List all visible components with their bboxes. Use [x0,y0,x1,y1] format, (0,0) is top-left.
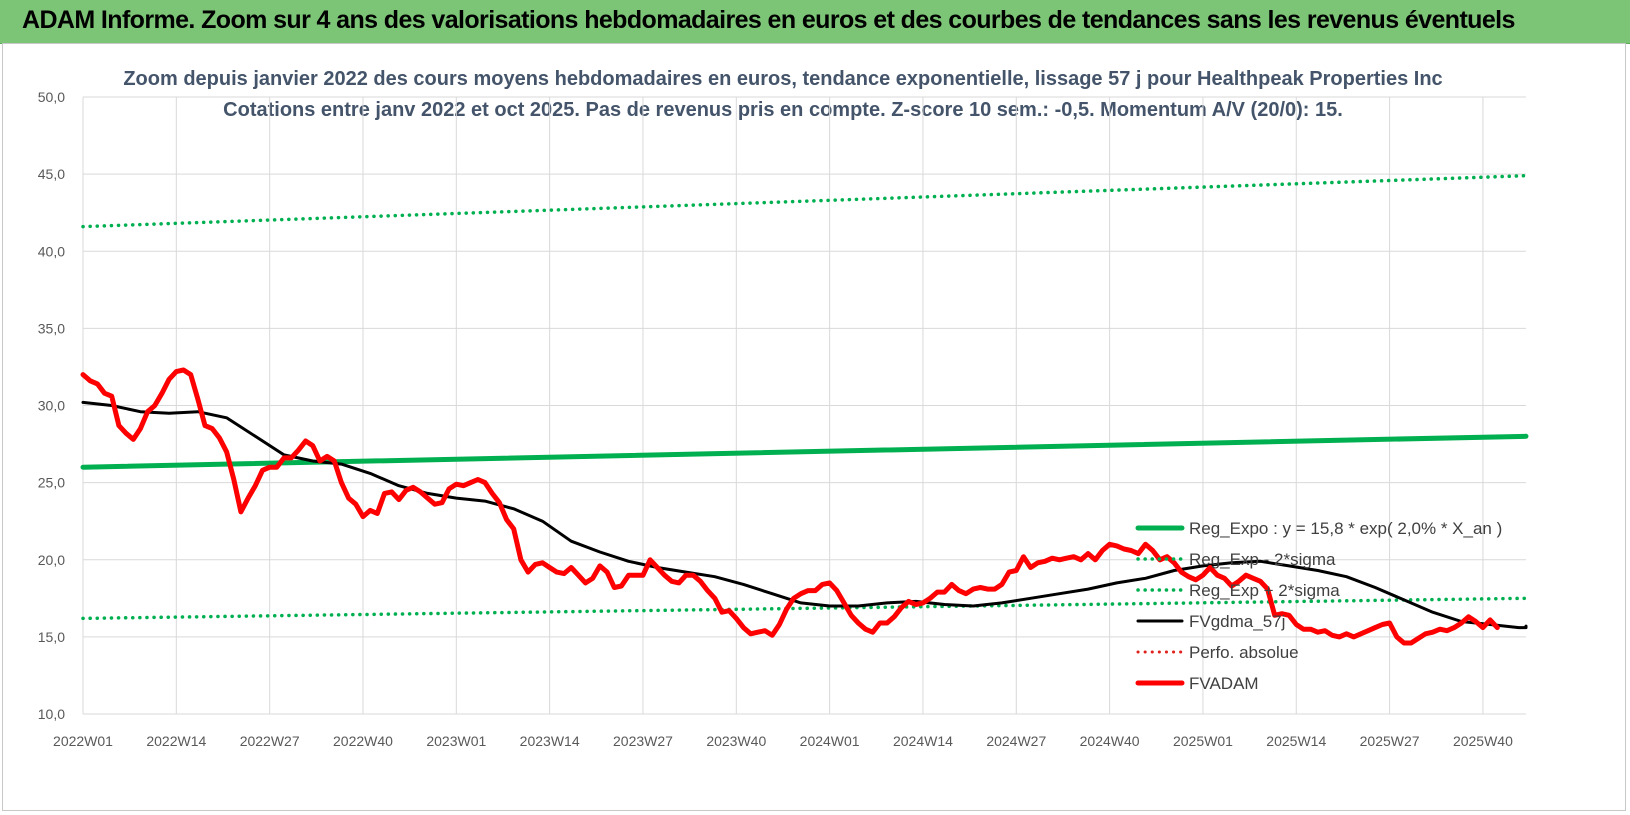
legend-label: FVgdma_57j [1189,612,1285,631]
y-tick-label: 25,0 [38,475,65,491]
y-tick-label: 20,0 [38,552,65,568]
report-title: ADAM Informe. Zoom sur 4 ans des valoris… [22,6,1515,34]
legend-label: Reg_Exp - 2*sigma [1189,550,1336,569]
x-tick-label: 2022W40 [333,733,393,749]
legend-label: FVADAM [1189,674,1259,693]
series-line-fvadam [80,367,1500,646]
x-tick-label: 2024W27 [986,733,1046,749]
x-axis: 2022W01 2022W14 2022W27 2022W40 2023W01 2023W… [53,733,1513,749]
series-group [80,173,1529,646]
x-tick-label: 2024W14 [893,733,953,749]
y-axis: 10,0 15,0 20,0 25,0 30,0 35,0 40,0 45,0 50,0 [38,89,65,722]
x-tick-label: 2024W40 [1080,733,1140,749]
chart-frame: Zoom depuis janvier 2022 des cours moyen… [2,43,1626,811]
x-tick-label: 2023W01 [426,733,486,749]
legend-label: Reg_Exp + 2*sigma [1189,581,1340,600]
series-line-reg-exp [81,173,1528,229]
y-tick-label: 35,0 [38,320,65,336]
report-banner: ADAM Informe. Zoom sur 4 ans des valoris… [0,0,1630,44]
chart-subtitle: Cotations entre janv 2022 et oct 2025. P… [223,99,1343,121]
y-tick-label: 15,0 [38,629,65,645]
y-tick-label: 40,0 [38,243,65,259]
legend-label: Perfo. absolue [1189,643,1299,662]
legend: Reg_Expo : y = 15,8 * exp( 2,0% * X_an )… [1135,519,1502,693]
x-tick-label: 2023W27 [613,733,673,749]
gridlines [82,96,1526,715]
series-line-reg-exp [81,596,1528,621]
x-tick-label: 2024W01 [800,733,860,749]
y-tick-label: 45,0 [38,166,65,182]
x-tick-label: 2025W27 [1360,733,1420,749]
x-tick-label: 2025W40 [1453,733,1513,749]
x-tick-label: 2025W14 [1266,733,1326,749]
y-tick-label: 30,0 [38,398,65,414]
x-tick-label: 2022W14 [146,733,206,749]
x-tick-label: 2022W01 [53,733,113,749]
x-tick-label: 2022W27 [240,733,300,749]
x-tick-label: 2023W14 [520,733,580,749]
chart-title: Zoom depuis janvier 2022 des cours moyen… [123,68,1442,90]
x-tick-label: 2025W01 [1173,733,1233,749]
y-tick-label: 50,0 [38,89,65,105]
legend-label: Reg_Expo : y = 15,8 * exp( 2,0% * X_an ) [1189,519,1502,538]
y-tick-label: 10,0 [38,706,65,722]
x-tick-label: 2023W40 [706,733,766,749]
line-chart: Zoom depuis janvier 2022 des cours moyen… [38,68,1529,749]
